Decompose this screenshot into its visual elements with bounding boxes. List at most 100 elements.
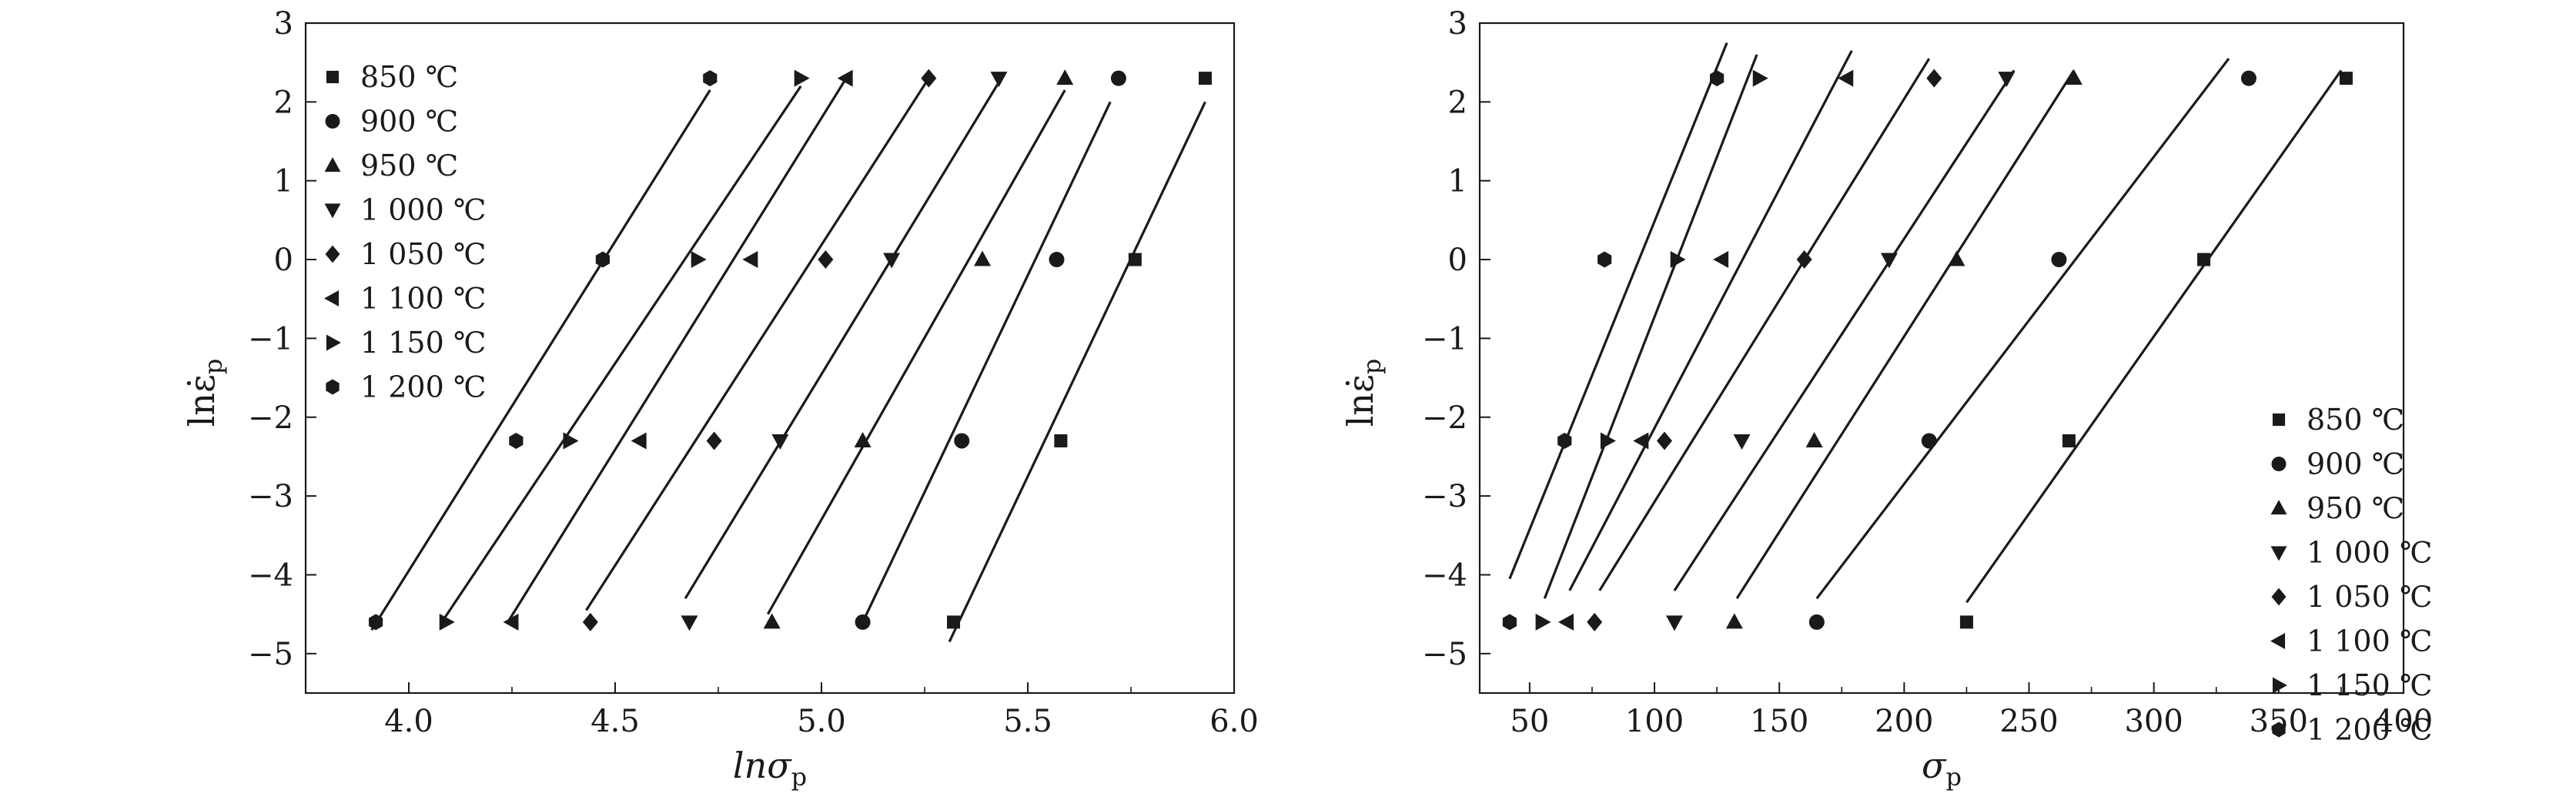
chart-panel-2: 50 100 150 200 250 300 350 4003210−1−2−3−4−5σpl… bbox=[1340, 6, 2433, 792]
data-point-series-7-1 bbox=[439, 613, 455, 631]
data-point-series-1-1 bbox=[947, 615, 961, 629]
legend-label-7: 1 150 ℃ bbox=[360, 326, 486, 360]
plot-frame bbox=[1478, 22, 2405, 695]
legend-label-2: 900 ℃ bbox=[2307, 447, 2404, 481]
data-point-series-8-4 bbox=[703, 70, 718, 87]
x-tick-label: 4.5 bbox=[590, 704, 640, 739]
fit-line-series-1 bbox=[948, 101, 1206, 643]
y-tick-label: −3 bbox=[1422, 479, 1467, 514]
fit-line-series-5 bbox=[585, 77, 930, 611]
data-point-series-7-2 bbox=[1600, 432, 1616, 450]
x-tick-label: 6.0 bbox=[1209, 704, 1259, 739]
x-tick-label: 5.0 bbox=[797, 704, 846, 739]
y-tick-label: −4 bbox=[248, 558, 293, 593]
fit-line-series-8 bbox=[370, 89, 711, 631]
legend-marker-2 bbox=[2271, 457, 2287, 471]
data-point-series-5-1 bbox=[1587, 612, 1603, 631]
x-tick-label: 300 bbox=[2124, 704, 2183, 739]
data-point-series-3-1 bbox=[1725, 613, 1743, 629]
y-tick-label: −2 bbox=[1422, 400, 1467, 436]
data-point-series-1-1 bbox=[1959, 615, 1973, 629]
fit-line-series-4 bbox=[684, 81, 1000, 600]
data-point-series-4-3 bbox=[1880, 253, 1898, 269]
legend-label-5: 1 050 ℃ bbox=[360, 237, 486, 271]
legend-label-3: 950 ℃ bbox=[2307, 491, 2404, 525]
data-point-series-5-3 bbox=[1796, 250, 1812, 270]
data-point-series-5-4 bbox=[921, 69, 937, 88]
data-point-series-1-4 bbox=[1198, 72, 1212, 85]
legend-marker-3 bbox=[2270, 500, 2287, 515]
data-point-series-7-1 bbox=[1535, 613, 1551, 631]
x-axis-title: lnσp bbox=[733, 745, 807, 792]
data-point-series-3-4 bbox=[1056, 69, 1074, 85]
data-point-series-3-1 bbox=[763, 613, 781, 629]
fit-line-series-5 bbox=[1598, 58, 1931, 591]
y-tick-label: 3 bbox=[1448, 6, 1467, 42]
data-point-series-3-4 bbox=[2065, 69, 2083, 85]
chart-panel-1: 4.0 4.5 5.0 5.5 6.0 3 2 1 0 −1 −2 −3 −4 −5 lnσp lnε̇p 85… bbox=[181, 6, 1259, 792]
data-point-series-4-4 bbox=[1998, 72, 2016, 88]
data-point-series-5-4 bbox=[1926, 69, 1942, 88]
data-point-series-6-1 bbox=[1558, 613, 1574, 631]
legend-marker-4 bbox=[324, 203, 341, 219]
legend-label-2: 900 ℃ bbox=[360, 105, 458, 139]
x-tick-label: 100 bbox=[1625, 704, 1684, 739]
x-tick-label: 250 bbox=[1999, 704, 2058, 739]
data-point-series-6-3 bbox=[1713, 251, 1729, 269]
x-tick-label: 50 bbox=[1510, 704, 1549, 739]
y-tick-label: −2 bbox=[248, 400, 293, 436]
data-point-series-8-1 bbox=[369, 614, 383, 631]
fit-line-series-1 bbox=[1965, 69, 2343, 604]
data-point-series-8-2 bbox=[1557, 432, 1572, 449]
data-point-series-8-3 bbox=[1597, 251, 1612, 268]
data-point-series-5-2 bbox=[1657, 431, 1672, 450]
fit-line-series-7 bbox=[1543, 54, 1758, 599]
data-point-series-3-2 bbox=[1805, 431, 1823, 447]
y-tick-label: 0 bbox=[1448, 243, 1467, 278]
data-point-series-5-1 bbox=[582, 612, 598, 631]
data-point-series-7-4 bbox=[794, 69, 810, 87]
data-point-series-2-3 bbox=[2051, 252, 2067, 268]
legend-label-4: 1 000 ℃ bbox=[2307, 536, 2432, 570]
legend-marker-5 bbox=[325, 245, 340, 263]
y-tick-label: −1 bbox=[1422, 321, 1467, 357]
legend-marker-6 bbox=[2270, 633, 2286, 649]
data-point-series-6-4 bbox=[837, 69, 853, 87]
fit-line-series-3 bbox=[1735, 69, 2076, 600]
legend-marker-3 bbox=[324, 157, 341, 172]
data-point-series-1-4 bbox=[2339, 72, 2353, 85]
legend-marker-7 bbox=[2272, 677, 2287, 694]
y-tick-label: 3 bbox=[274, 6, 293, 42]
legend-label-7: 1 150 ℃ bbox=[2307, 668, 2432, 702]
fit-line-series-6 bbox=[507, 77, 848, 623]
y-tick-label: 0 bbox=[274, 243, 293, 278]
legend-marker-4 bbox=[2270, 546, 2287, 561]
legend-label-6: 1 100 ℃ bbox=[360, 282, 486, 316]
data-point-series-5-2 bbox=[706, 431, 722, 450]
fit-line-series-7 bbox=[440, 85, 802, 623]
fit-line-series-2 bbox=[861, 101, 1112, 623]
data-point-series-1-2 bbox=[2062, 434, 2076, 447]
y-tick-label: −3 bbox=[248, 479, 293, 514]
legend-marker-1 bbox=[326, 70, 340, 84]
data-point-series-3-3 bbox=[974, 250, 992, 266]
fit-line-series-4 bbox=[1673, 69, 2016, 591]
x-tick-label: 200 bbox=[1875, 704, 1933, 739]
legend-marker-7 bbox=[326, 334, 341, 351]
data-point-series-4-1 bbox=[1665, 615, 1683, 631]
x-tick-label: 400 bbox=[2374, 704, 2433, 739]
legend-label-1: 850 ℃ bbox=[360, 60, 458, 94]
legend: 850 ℃ 900 ℃ 950 ℃ 1 000 ℃ 1 050 ℃ 1 100 ℃ 1 15… bbox=[324, 60, 486, 404]
y-tick-label: 1 bbox=[1448, 164, 1467, 199]
legend-label-8: 1 200 ℃ bbox=[2307, 713, 2432, 747]
data-point-series-1-3 bbox=[2197, 253, 2211, 266]
fit-line-series-3 bbox=[766, 89, 1066, 615]
legend-label-4: 1 000 ℃ bbox=[360, 193, 486, 227]
legend-marker-6 bbox=[324, 290, 340, 306]
data-point-series-6-1 bbox=[503, 613, 519, 631]
data-point-series-3-3 bbox=[1948, 250, 1965, 266]
data-point-series-8-1 bbox=[1502, 614, 1517, 631]
data-point-series-7-4 bbox=[1752, 69, 1768, 87]
legend-label-3: 950 ℃ bbox=[360, 149, 458, 182]
